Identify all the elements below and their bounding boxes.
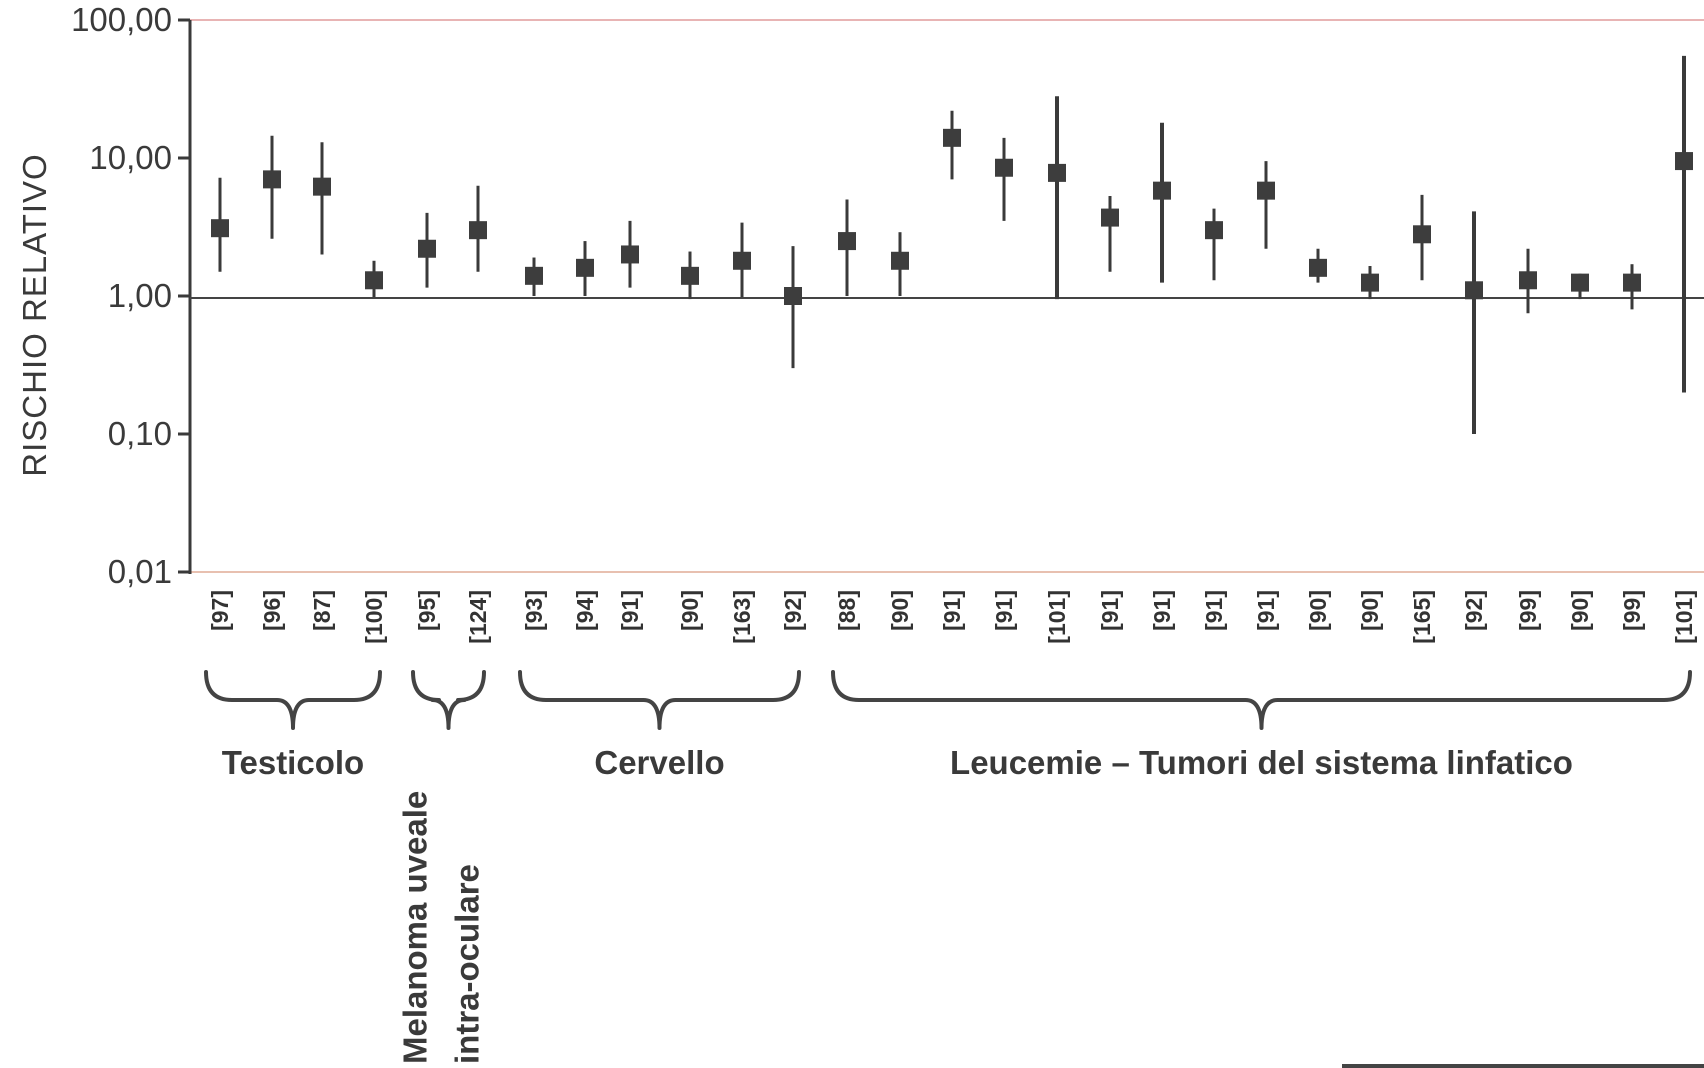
group-label: Melanoma uveale xyxy=(397,791,434,1064)
x-tick-label: [91] xyxy=(1149,590,1175,631)
data-point xyxy=(1413,225,1431,244)
x-tick-label: [91] xyxy=(617,590,643,631)
groups: Testicolo Melanoma uveale intra-oculare Cer… xyxy=(204,670,1692,1064)
data-point xyxy=(1205,221,1223,240)
x-tick-label: [90] xyxy=(887,590,913,631)
data-point xyxy=(418,239,436,258)
data-point xyxy=(1623,273,1641,292)
data-point xyxy=(1309,258,1327,277)
y-ticks: 0,01 0,10 1,00 10,00 100,00 xyxy=(71,1,190,590)
data-point xyxy=(1101,208,1119,227)
footer-box-edge xyxy=(1342,1064,1704,1068)
x-tick-label: [87] xyxy=(309,590,335,631)
group-brace xyxy=(411,670,486,730)
data-point xyxy=(891,251,909,270)
group-label: Testicolo xyxy=(222,744,364,781)
data-point xyxy=(784,287,802,305)
x-tick-label: [163] xyxy=(729,590,755,644)
data-point xyxy=(1153,181,1171,200)
x-tick-label: [90] xyxy=(677,590,703,631)
x-tick-labels: [97] [96] [87] [100] [95] [124] [93] [94] [91] [9… xyxy=(207,590,1697,644)
data-point xyxy=(1257,181,1275,200)
x-tick-label: [99] xyxy=(1515,590,1541,631)
x-tick-label: [91] xyxy=(1201,590,1227,631)
x-tick-label: [101] xyxy=(1044,590,1070,644)
y-tick-label: 0,01 xyxy=(108,553,172,590)
data-point xyxy=(1465,281,1483,300)
x-tick-label: [165] xyxy=(1409,590,1435,644)
data-point xyxy=(1361,273,1379,292)
data-point xyxy=(469,221,487,240)
data-point xyxy=(576,258,594,277)
x-tick-label: [90] xyxy=(1567,590,1593,631)
data-point xyxy=(1675,152,1693,171)
data-point xyxy=(313,177,331,196)
data-point xyxy=(211,219,229,238)
x-tick-label: [91] xyxy=(939,590,965,631)
x-tick-label: [91] xyxy=(1097,590,1123,631)
data-point xyxy=(1519,271,1537,290)
data-point xyxy=(733,251,751,270)
x-tick-label: [97] xyxy=(207,590,233,631)
data-point xyxy=(681,266,699,285)
group-label: Cervello xyxy=(594,744,724,781)
y-tick-label: 10,00 xyxy=(89,139,172,176)
x-tick-label: [88] xyxy=(834,590,860,631)
series xyxy=(211,55,1693,434)
data-point xyxy=(263,170,281,189)
group-brace xyxy=(831,670,1692,730)
data-point xyxy=(525,266,543,285)
group-brace xyxy=(204,670,382,730)
data-point xyxy=(1048,163,1066,182)
x-tick-label: [100] xyxy=(361,590,387,644)
x-tick-label: [94] xyxy=(572,590,598,631)
x-tick-label: [91] xyxy=(991,590,1017,631)
data-point xyxy=(943,128,961,147)
data-point xyxy=(621,245,639,264)
x-tick-label: [101] xyxy=(1671,590,1697,644)
data-point xyxy=(838,232,856,251)
x-tick-label: [95] xyxy=(414,590,440,631)
x-tick-label: [124] xyxy=(465,590,491,644)
x-tick-label: [99] xyxy=(1619,590,1645,631)
x-tick-label: [93] xyxy=(521,590,547,631)
x-tick-label: [90] xyxy=(1305,590,1331,631)
x-tick-label: [90] xyxy=(1357,590,1383,631)
group-label: intra-oculare xyxy=(449,864,486,1064)
group-brace xyxy=(518,670,801,730)
group-label: Leucemie – Tumori del sistema linfatico xyxy=(950,744,1573,781)
y-tick-label: 1,00 xyxy=(108,277,172,314)
x-tick-label: [92] xyxy=(1461,590,1487,631)
x-tick-label: [92] xyxy=(780,590,806,631)
y-tick-label: 100,00 xyxy=(71,1,172,38)
data-point xyxy=(365,271,383,290)
x-tick-label: [91] xyxy=(1253,590,1279,631)
data-point xyxy=(1571,273,1589,292)
y-tick-label: 0,10 xyxy=(108,415,172,452)
y-axis-label: RISCHIO RELATIVO xyxy=(16,153,53,476)
data-point xyxy=(995,158,1013,177)
x-tick-label: [96] xyxy=(259,590,285,631)
